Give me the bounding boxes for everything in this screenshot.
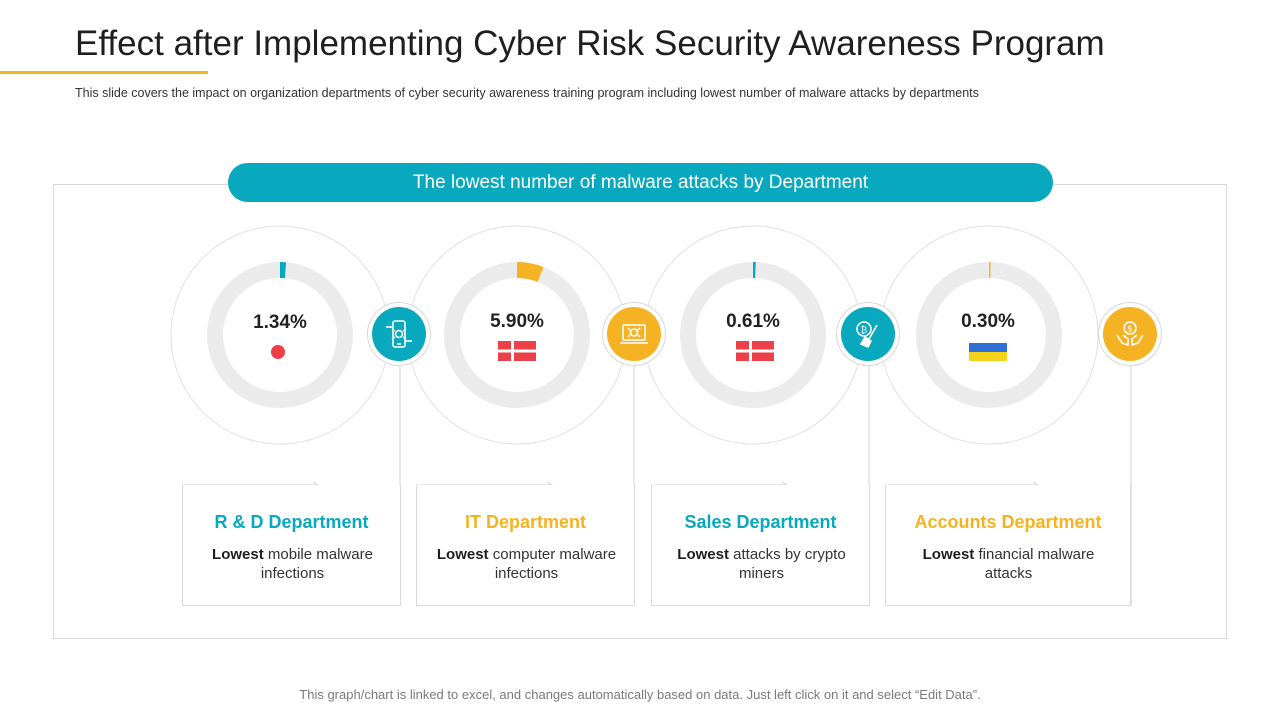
title-accent-line xyxy=(0,71,208,74)
donut-segment-rd[interactable] xyxy=(207,262,353,408)
department-description: Lowest computer malware infections xyxy=(436,546,617,582)
outer-ring xyxy=(407,225,627,445)
department-name: R & D Department xyxy=(214,512,369,532)
flag-icon xyxy=(736,341,774,361)
svg-text:₿: ₿ xyxy=(861,325,868,336)
svg-text:$: $ xyxy=(1127,325,1133,335)
outer-ring xyxy=(170,225,390,445)
value-label-it: 5.90% xyxy=(490,311,544,332)
department-description: Lowest financial malware attacks xyxy=(922,546,1095,582)
value-label-sales: 0.61% xyxy=(726,311,780,332)
department-description: Lowest attacks by crypto miners xyxy=(677,546,846,582)
page-title: Effect after Implementing Cyber Risk Sec… xyxy=(75,24,1105,63)
crypto-shovel-icon: ₿ xyxy=(841,307,895,361)
red-dot-marker xyxy=(271,345,285,359)
department-card-sales: Sales Department Lowest attacks by crypt… xyxy=(651,485,870,606)
mobile-bug-icon xyxy=(372,307,426,361)
department-description: Lowest mobile malware infections xyxy=(212,546,373,582)
donut-segment-sales[interactable] xyxy=(680,262,826,408)
department-card-it: IT Department Lowest computer malware in… xyxy=(416,485,635,606)
department-card-rd: R & D Department Lowest mobile malware i… xyxy=(182,485,401,606)
department-card-accounts: Accounts Department Lowest financial mal… xyxy=(885,485,1131,606)
department-name: Sales Department xyxy=(684,512,837,532)
donut-segment-it[interactable] xyxy=(444,262,590,408)
value-label-accounts: 0.30% xyxy=(961,311,1015,332)
department-name: Accounts Department xyxy=(914,512,1102,532)
value-label-rd: 1.34% xyxy=(253,312,307,333)
flag-icon xyxy=(969,343,1007,361)
donut-segment-accounts[interactable] xyxy=(916,262,1062,408)
laptop-bug-icon xyxy=(607,307,661,361)
outer-ring xyxy=(643,225,863,445)
department-name: IT Department xyxy=(464,512,587,532)
hands-money-icon: $ xyxy=(1103,307,1157,361)
page-subtitle: This slide covers the impact on organiza… xyxy=(75,86,979,100)
flag-icon xyxy=(498,341,536,361)
chart-banner: The lowest number of malware attacks by … xyxy=(228,163,1053,202)
footer-note: This graph/chart is linked to excel, and… xyxy=(299,687,981,702)
outer-ring xyxy=(879,225,1099,445)
